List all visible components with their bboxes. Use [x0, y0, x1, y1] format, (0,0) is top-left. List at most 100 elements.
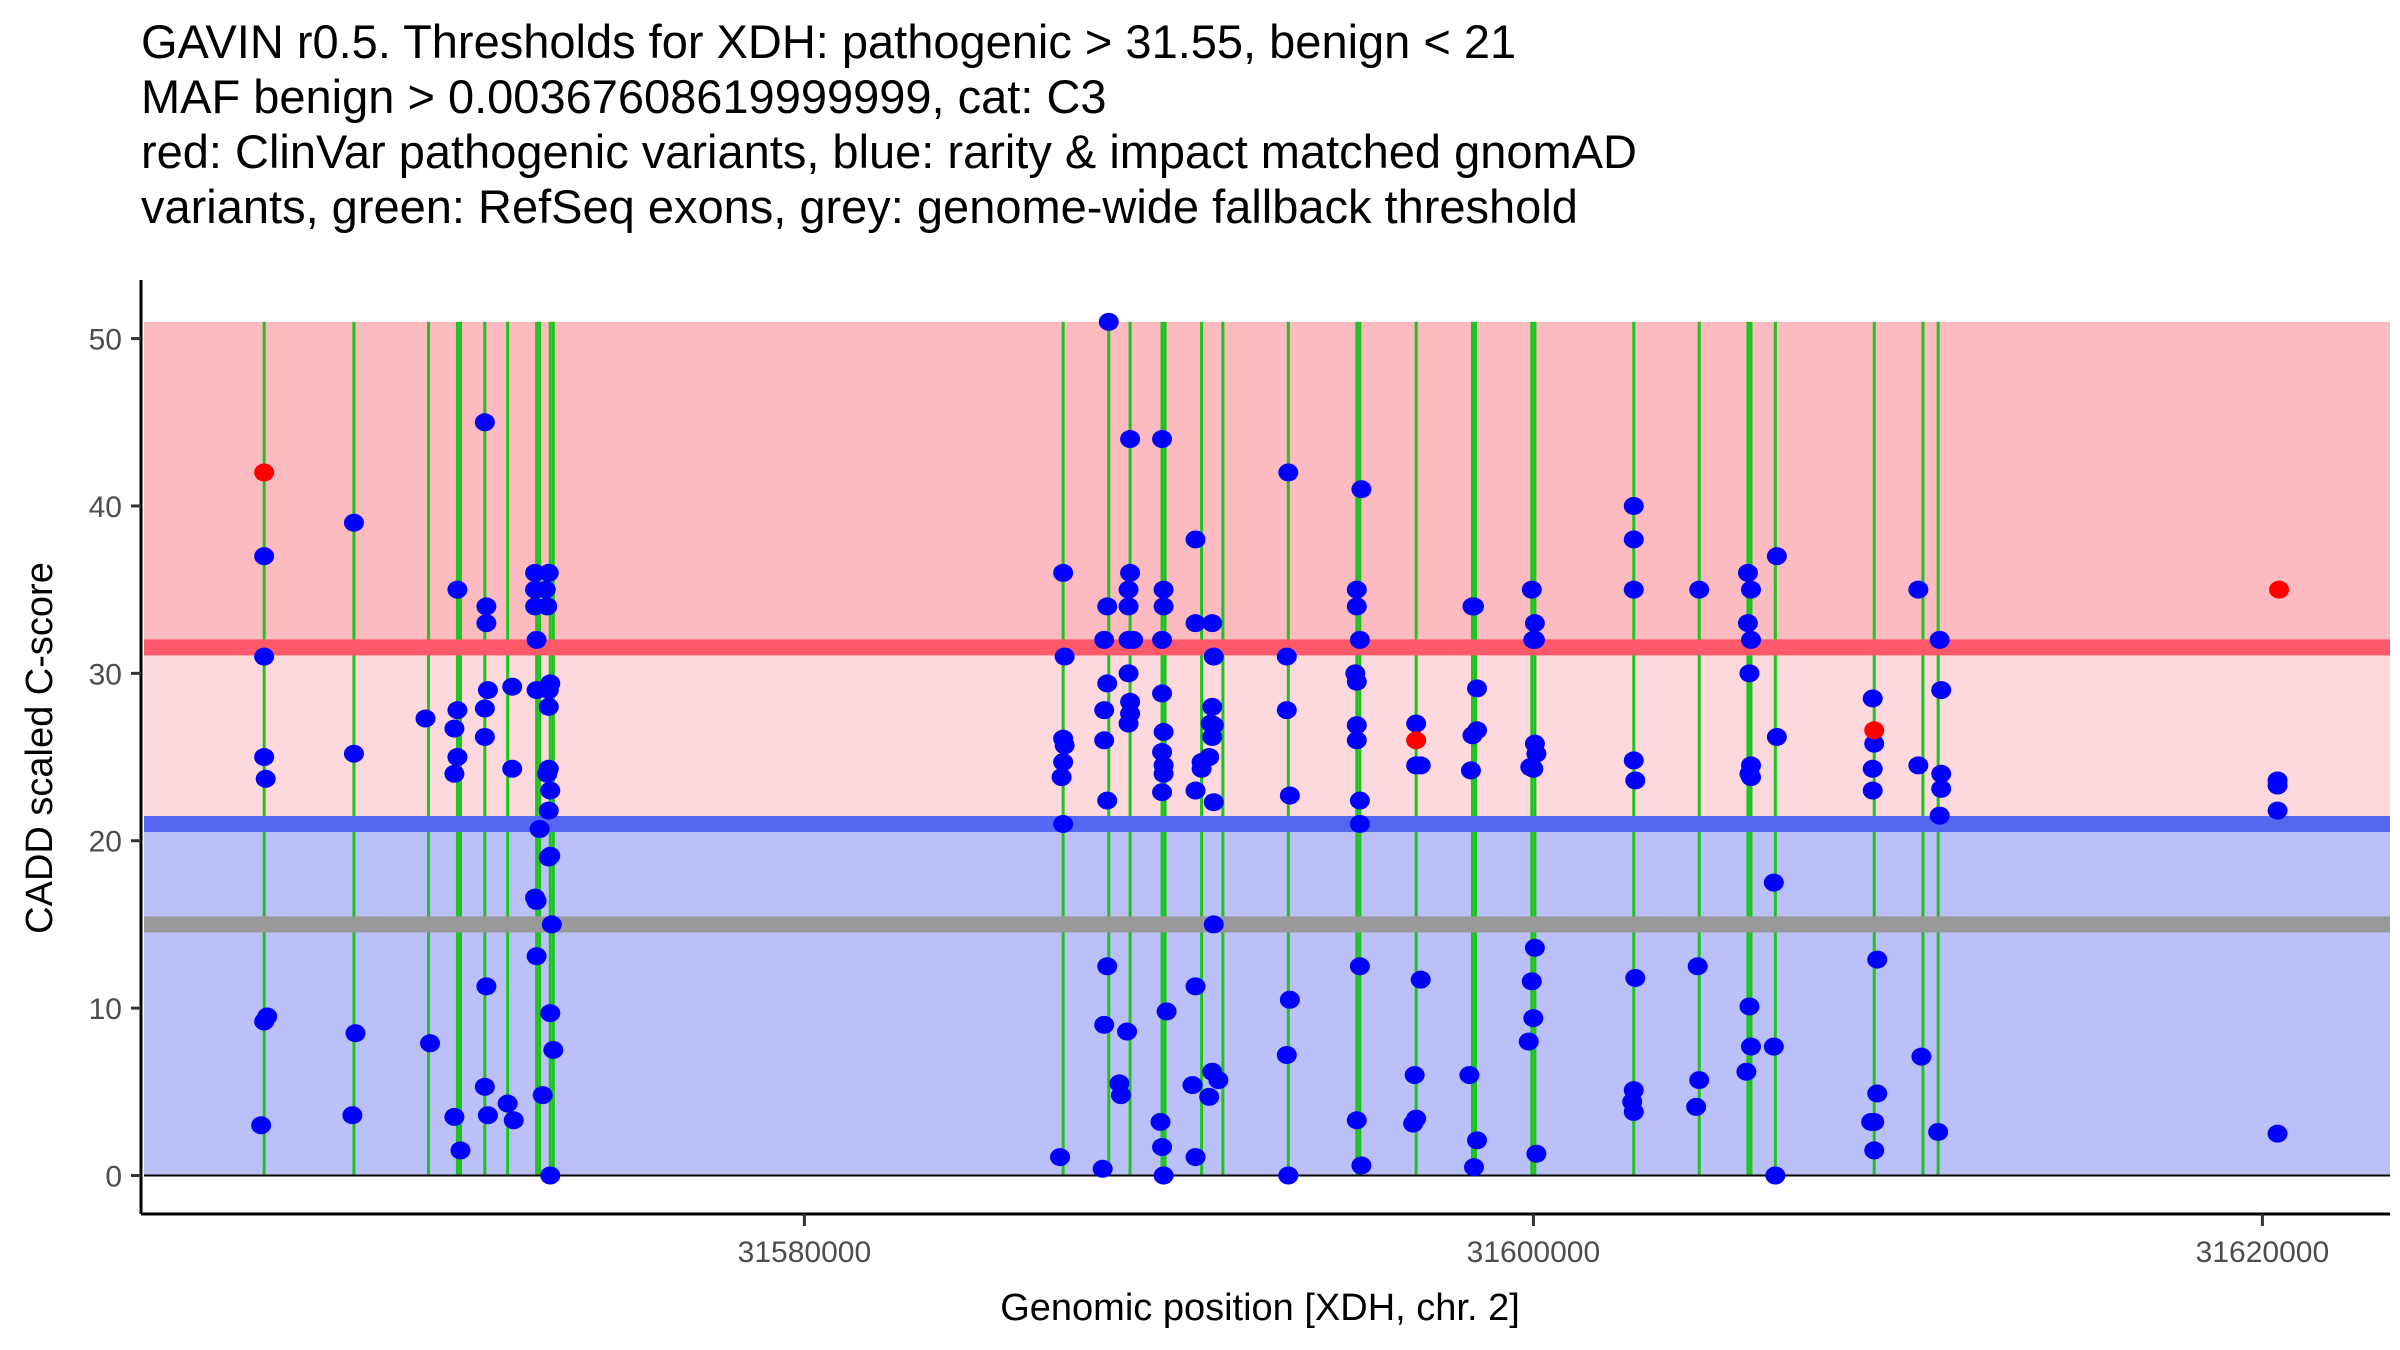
gnomad-point	[526, 630, 547, 649]
gnomad-point	[1097, 597, 1118, 616]
gnomad-point	[1118, 664, 1139, 683]
gnomad-point	[1911, 1047, 1932, 1066]
gnomad-point	[1346, 716, 1367, 735]
gnomad-point	[444, 1107, 465, 1126]
gnomad-point	[1185, 530, 1206, 549]
gnomad-point	[1623, 1102, 1644, 1121]
gnomad-point	[1097, 791, 1118, 810]
gnomad-point	[1050, 1148, 1071, 1167]
gnomad-point	[444, 764, 465, 783]
gnomad-point	[1150, 1112, 1171, 1131]
gnomad-point	[538, 697, 559, 716]
gnomad-point	[1202, 727, 1223, 746]
gnomad-point	[1625, 771, 1646, 790]
gnomad-point	[257, 1007, 278, 1026]
gnomad-point	[447, 748, 468, 767]
y-tick-label: 0	[105, 1161, 122, 1194]
gnomad-point	[532, 1086, 553, 1105]
gnomad-point	[1153, 722, 1174, 741]
gnomad-point	[1406, 1109, 1427, 1128]
gnomad-point	[1202, 697, 1223, 716]
title-line-1: GAVIN r0.5. Thresholds for XDH: pathogen…	[141, 15, 1517, 68]
gnomad-point	[1152, 743, 1173, 762]
gnomad-point	[502, 759, 523, 778]
fallback-threshold-line	[144, 916, 2390, 933]
gnomad-point	[1929, 806, 1950, 825]
data-points	[251, 312, 2290, 1185]
gnomad-point	[474, 1077, 495, 1096]
gnomad-point	[476, 977, 497, 996]
gnomad-point	[474, 727, 495, 746]
gnomad-point	[1410, 756, 1431, 775]
gnomad-point	[2267, 1124, 2288, 1143]
gnomad-point	[1094, 731, 1115, 750]
gnomad-point	[1410, 970, 1431, 989]
gnomad-point	[476, 614, 497, 633]
gnomad-point	[1524, 614, 1545, 633]
gnomad-point	[1182, 1076, 1203, 1095]
gnomad-point	[1279, 990, 1300, 1009]
title-line-4: variants, green: RefSeq exons, grey: gen…	[141, 180, 1578, 233]
x-tick-label: 31600000	[1467, 1236, 1600, 1269]
gnomad-point	[1202, 614, 1223, 633]
gnomad-point	[415, 709, 436, 728]
gnomad-point	[1118, 714, 1139, 733]
gnomad-point	[1908, 756, 1929, 775]
gnomad-point	[1623, 580, 1644, 599]
gnomad-point	[1346, 731, 1367, 750]
gnomad-point	[255, 769, 276, 788]
gnomad-point	[1185, 977, 1206, 996]
gnomad-point	[1346, 672, 1367, 691]
gnomad-point	[1521, 972, 1542, 991]
gnomad-point	[1152, 430, 1173, 449]
gnomad-point	[537, 597, 558, 616]
gnomad-point	[1118, 597, 1139, 616]
gnomad-point	[1053, 563, 1074, 582]
chart-title: GAVIN r0.5. Thresholds for XDH: pathogen…	[141, 14, 1637, 234]
gnomad-point	[1351, 480, 1372, 499]
gnomad-point	[1349, 957, 1370, 976]
y-tick-label: 10	[89, 993, 122, 1026]
gnomad-point	[1203, 793, 1224, 812]
gnomad-point	[450, 1141, 471, 1160]
gnomad-point	[1123, 630, 1144, 649]
gnomad-point	[1763, 1037, 1784, 1056]
gnomad-point	[1054, 647, 1075, 666]
gnomad-point	[1931, 779, 1952, 798]
y-axis-title: CADD scaled C-score	[19, 562, 61, 934]
gnomad-point	[1737, 563, 1758, 582]
gnomad-point	[1094, 1015, 1115, 1034]
gnomad-point	[1766, 727, 1787, 746]
gnomad-point	[1867, 1084, 1888, 1103]
gnomad-point	[540, 781, 561, 800]
gnomad-point	[1097, 674, 1118, 693]
gnomad-point	[1864, 1112, 1885, 1131]
y-tick-label: 40	[89, 491, 122, 524]
x-axis-ticks: 31580000 31600000 31620000	[738, 1214, 2329, 1269]
title-line-3: red: ClinVar pathogenic variants, blue: …	[141, 125, 1637, 178]
axes	[139, 280, 2390, 1216]
gnomad-point	[1467, 1131, 1488, 1150]
gnomad-point	[1152, 630, 1173, 649]
gnomad-point	[1117, 1022, 1138, 1041]
gnomad-point	[1462, 726, 1483, 745]
gnomad-point	[1459, 1066, 1480, 1085]
clinvar-point	[2269, 580, 2290, 599]
x-axis-title: Genomic position [XDH, chr. 2]	[1000, 1287, 1520, 1329]
gnomad-point	[477, 681, 498, 700]
gnomad-point	[1349, 791, 1370, 810]
gnomad-point	[254, 547, 275, 566]
gnomad-point	[1687, 957, 1708, 976]
gnomad-point	[535, 580, 556, 599]
gnomad-point	[1346, 597, 1367, 616]
gnomad-point	[1467, 679, 1488, 698]
gnomad-point	[1199, 1087, 1220, 1106]
gnomad-point	[1349, 814, 1370, 833]
gnomad-point	[1185, 1148, 1206, 1167]
gnomad-point	[1686, 1097, 1707, 1116]
gnomad-point	[1523, 1009, 1544, 1028]
x-tick-label: 31620000	[2196, 1236, 2329, 1269]
gnomad-point	[343, 513, 364, 532]
gnomad-point	[1346, 580, 1367, 599]
y-tick-label: 20	[89, 826, 122, 859]
